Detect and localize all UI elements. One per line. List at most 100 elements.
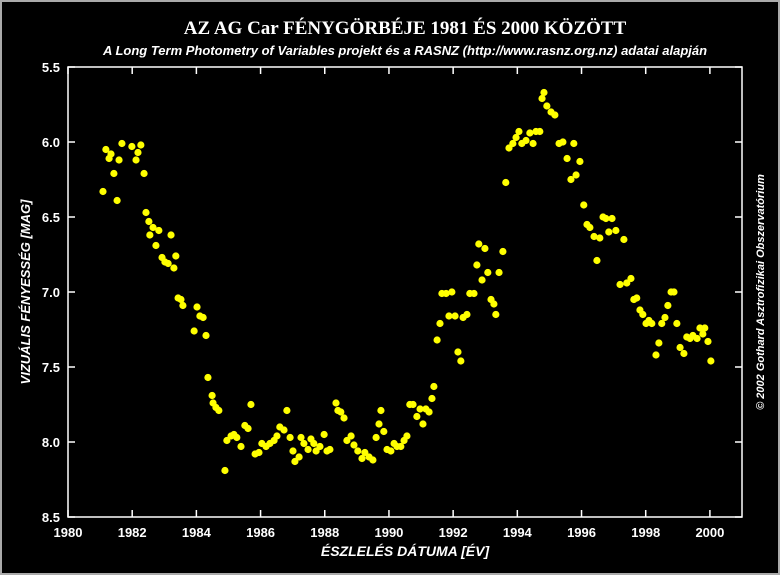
- x-tick-label: 1994: [503, 525, 533, 540]
- data-point: [473, 261, 481, 269]
- data-point: [529, 139, 537, 148]
- y-tick-label: 6.0: [42, 135, 60, 150]
- data-point: [612, 226, 620, 235]
- data-point: [149, 223, 157, 232]
- data-point: [137, 141, 145, 149]
- data-point: [596, 234, 604, 242]
- data-point: [463, 310, 471, 319]
- data-point: [190, 327, 198, 335]
- data-point: [481, 244, 489, 253]
- data-point: [110, 169, 118, 178]
- data-point: [283, 406, 291, 415]
- data-point: [202, 331, 210, 340]
- data-point: [403, 432, 411, 440]
- data-point: [416, 405, 424, 413]
- y-tick-label: 8.0: [42, 435, 60, 450]
- data-point: [377, 406, 385, 415]
- data-point: [470, 289, 478, 298]
- data-point: [146, 231, 154, 239]
- data-point: [543, 102, 551, 110]
- data-point: [316, 442, 324, 451]
- data-point: [164, 259, 172, 268]
- data-point: [652, 351, 660, 359]
- data-point: [608, 214, 616, 223]
- data-point: [172, 252, 180, 260]
- chart-title: AZ AG Car FÉNYGÖRBÉJE 1981 ÉS 2000 KÖZÖT…: [184, 17, 627, 39]
- data-point: [512, 133, 520, 142]
- data-point: [397, 442, 405, 451]
- data-point: [693, 334, 701, 343]
- x-tick-label: 1986: [246, 525, 275, 540]
- data-point: [522, 136, 530, 145]
- data-point: [448, 288, 456, 296]
- x-tick-label: 1988: [310, 525, 339, 540]
- data-point: [289, 447, 297, 455]
- data-point: [620, 235, 628, 244]
- data-point: [177, 295, 185, 304]
- data-point: [132, 156, 140, 164]
- y-tick-label: 6.5: [42, 210, 60, 225]
- data-point: [616, 280, 624, 289]
- data-point: [515, 127, 523, 136]
- data-point: [559, 138, 567, 146]
- data-point: [304, 445, 312, 454]
- data-point: [536, 127, 544, 136]
- plot-frame: [67, 66, 743, 518]
- data-point: [413, 412, 421, 421]
- data-point: [155, 226, 163, 235]
- data-point: [484, 268, 492, 277]
- data-point: [115, 156, 123, 164]
- x-tick-label: 1984: [182, 525, 212, 540]
- data-point: [451, 312, 459, 320]
- data-point: [102, 145, 110, 154]
- data-point: [704, 337, 712, 346]
- data-point: [707, 357, 715, 365]
- x-tick-label: 1982: [118, 525, 147, 540]
- data-point: [590, 232, 598, 241]
- data-point: [233, 433, 241, 442]
- data-point: [332, 399, 340, 407]
- data-point: [454, 348, 462, 356]
- data-point: [286, 433, 294, 442]
- data-point: [457, 357, 465, 365]
- data-point: [326, 445, 334, 454]
- data-point: [633, 294, 641, 302]
- data-point: [320, 430, 328, 439]
- data-point: [244, 424, 252, 433]
- data-point: [701, 324, 709, 332]
- data-point: [215, 406, 223, 415]
- data-point: [676, 343, 684, 352]
- data-point: [350, 441, 358, 449]
- data-point: [576, 157, 584, 166]
- y-tick-label: 7.5: [42, 360, 60, 375]
- data-point: [538, 94, 546, 103]
- data-point: [425, 408, 433, 416]
- data-point: [655, 339, 663, 347]
- data-point: [199, 313, 207, 322]
- data-point: [627, 274, 635, 283]
- data-point: [221, 466, 229, 475]
- x-tick-label: 1998: [631, 525, 660, 540]
- data-point: [648, 319, 656, 328]
- data-point: [167, 231, 175, 239]
- data-point: [310, 439, 318, 448]
- data-point: [300, 439, 308, 448]
- data-point: [255, 448, 263, 457]
- data-point: [572, 171, 580, 179]
- data-point: [107, 150, 115, 158]
- data-point: [380, 427, 388, 436]
- data-point: [526, 129, 534, 137]
- data-point: [145, 217, 153, 226]
- data-point: [563, 154, 571, 163]
- data-point: [495, 268, 503, 277]
- data-point: [664, 301, 672, 310]
- data-point: [509, 139, 517, 148]
- data-point: [113, 196, 121, 205]
- data-point: [428, 394, 436, 403]
- data-point: [586, 223, 594, 232]
- data-point: [142, 208, 150, 217]
- y-axis-label: VIZUÁLIS FÉNYESSÉG [MAG]: [18, 199, 33, 385]
- data-point: [152, 241, 160, 250]
- x-tick-label: 1992: [439, 525, 468, 540]
